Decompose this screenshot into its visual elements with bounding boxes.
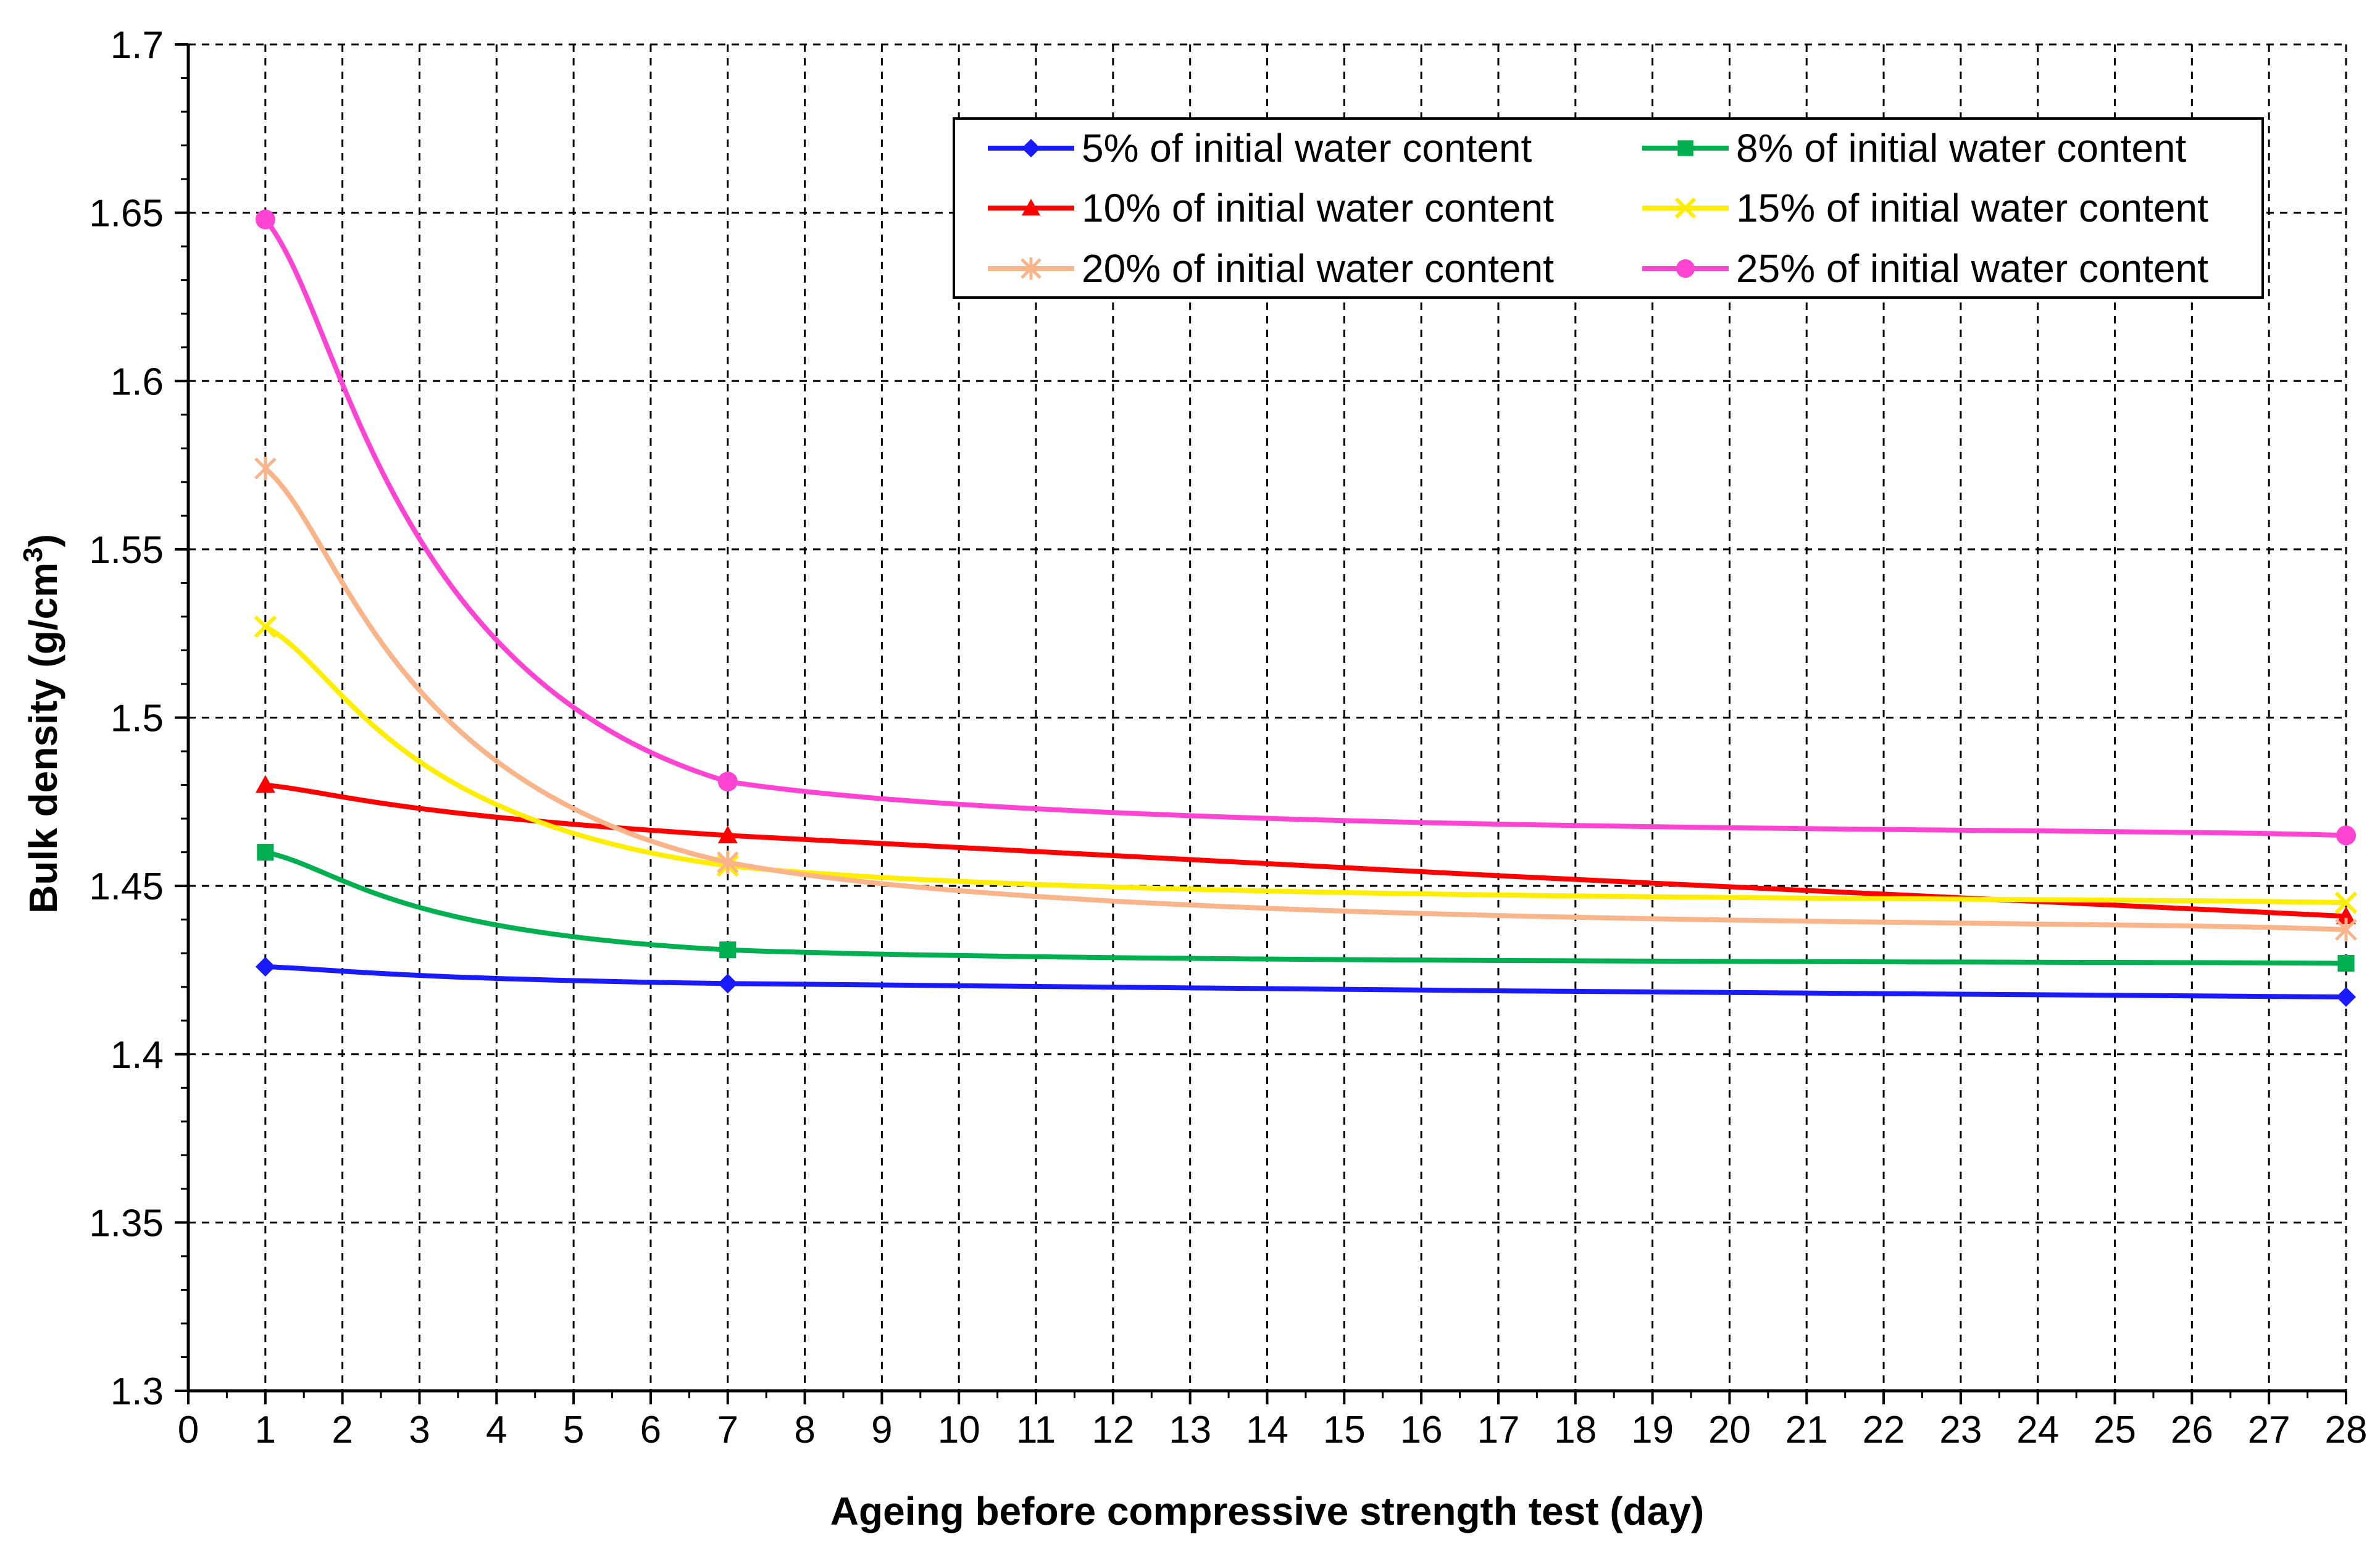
x-tick-label: 7 [717, 1409, 738, 1451]
x-tick-label: 9 [871, 1409, 892, 1451]
data-point [717, 825, 738, 844]
x-tick-label: 11 [1016, 1409, 1056, 1451]
data-point [2334, 891, 2358, 914]
data-point [2336, 906, 2356, 924]
x-tick-label: 23 [1939, 1409, 1982, 1451]
x-tick-label: 8 [794, 1409, 815, 1451]
legend-label: 10% of initial water content [1082, 186, 1554, 230]
x-tick-label: 12 [1092, 1409, 1134, 1451]
legend-item: 5% of initial water content [988, 126, 1532, 170]
x-tick-label: 24 [2016, 1409, 2059, 1451]
y-tick-label: 1.7 [111, 24, 164, 67]
series [255, 209, 2356, 846]
data-point [1676, 259, 1695, 278]
y-tick-labels: 1.3 1.35 1.4 1.45 1.5 1.55 1.6 1.65 1.7 [89, 24, 164, 1413]
y-tick-label: 1.6 [111, 361, 164, 403]
x-tick-label: 19 [1631, 1409, 1674, 1451]
data-point [1021, 257, 1042, 280]
legend-label: 25% of initial water content [1736, 246, 2208, 291]
data-point [255, 775, 275, 793]
legend: 5% of initial water content 8% of initial… [953, 117, 2264, 299]
series-line [262, 624, 2349, 906]
x-axis-title: Ageing before compressive strength test … [830, 1489, 1704, 1533]
series-line [262, 849, 2349, 966]
x-tick-label: 13 [1169, 1409, 1211, 1451]
legend-item: 10% of initial water content [988, 186, 1554, 230]
legend-label: 5% of initial water content [1082, 126, 1532, 170]
series-layer [254, 209, 2358, 1007]
data-point-stroke [2334, 891, 2358, 914]
data-point [254, 456, 277, 481]
y-tick-label: 1.65 [89, 193, 164, 235]
data-point [2336, 825, 2356, 846]
legend-label: 8% of initial water content [1736, 126, 2187, 170]
y-tick-label: 1.55 [89, 529, 164, 572]
data-point [2336, 987, 2356, 1007]
y-axis-title-superscript: 3 [18, 547, 48, 562]
tick-marks [175, 43, 2347, 1404]
data-point [717, 973, 738, 994]
data-point [716, 850, 739, 875]
data-point [719, 941, 737, 959]
x-tick-label: 6 [640, 1409, 661, 1451]
x-tick-label: 28 [2325, 1409, 2368, 1451]
x-tick-label: 20 [1708, 1409, 1751, 1451]
y-axis-title: Bulk density (g/cm3) [18, 534, 65, 914]
data-point [1674, 197, 1697, 219]
x-tick-label: 1 [255, 1409, 276, 1451]
series [257, 844, 2355, 972]
data-point-stroke [254, 615, 277, 638]
series [255, 956, 2356, 1007]
legend-label: 20% of initial water content [1082, 246, 1554, 291]
y-tick-label: 1.3 [111, 1370, 164, 1413]
x-tick-label: 22 [1863, 1409, 1905, 1451]
data-point-stroke [1674, 197, 1697, 219]
legend-box [953, 117, 2264, 299]
x-tick-label: 10 [938, 1409, 980, 1451]
x-tick-label: 25 [2094, 1409, 2136, 1451]
legend-item: 25% of initial water content [1642, 246, 2208, 291]
series-line [262, 964, 2349, 1000]
legend-item: 15% of initial water content [1642, 186, 2208, 230]
data-point [255, 956, 275, 977]
data-point [255, 209, 275, 230]
x-tick-label: 27 [2248, 1409, 2290, 1451]
x-tick-label: 3 [409, 1409, 430, 1451]
legend-item: 20% of initial water content [988, 246, 1554, 291]
data-point [1022, 139, 1040, 157]
y-axis-title-close: ) [21, 534, 65, 547]
x-tick-labels: 0 1 2 3 4 5 6 7 8 9 10 11 12 13 14 15 16 17 18 19 20 21 22 23 24… [178, 1409, 2368, 1451]
x-tick-label: 26 [2171, 1409, 2213, 1451]
series-line [262, 466, 2349, 933]
data-point [1022, 199, 1040, 215]
y-tick-label: 1.35 [89, 1202, 164, 1244]
x-tick-label: 17 [1477, 1409, 1519, 1451]
x-tick-label: 16 [1400, 1409, 1443, 1451]
series [254, 456, 2357, 942]
x-tick-label: 15 [1323, 1409, 1366, 1451]
x-tick-label: 18 [1554, 1409, 1597, 1451]
data-point [1677, 140, 1693, 156]
x-tick-label: 0 [178, 1409, 199, 1451]
x-tick-label: 5 [563, 1409, 584, 1451]
series-line [262, 217, 2349, 838]
x-tick-label: 14 [1246, 1409, 1288, 1451]
data-point [257, 844, 274, 861]
legend-label: 15% of initial water content [1736, 186, 2208, 230]
y-tick-label: 1.4 [111, 1034, 164, 1077]
y-tick-label: 1.5 [111, 698, 164, 740]
x-tick-label: 21 [1785, 1409, 1828, 1451]
data-point [2335, 917, 2357, 942]
legend-item: 8% of initial water content [1642, 126, 2187, 170]
data-point [717, 772, 738, 792]
data-point [254, 615, 277, 638]
data-point [2337, 954, 2355, 972]
y-axis-title-main: Bulk density (g/cm [21, 562, 65, 914]
y-tick-label: 1.45 [89, 865, 164, 908]
x-tick-label: 4 [486, 1409, 507, 1451]
x-tick-label: 2 [332, 1409, 353, 1451]
